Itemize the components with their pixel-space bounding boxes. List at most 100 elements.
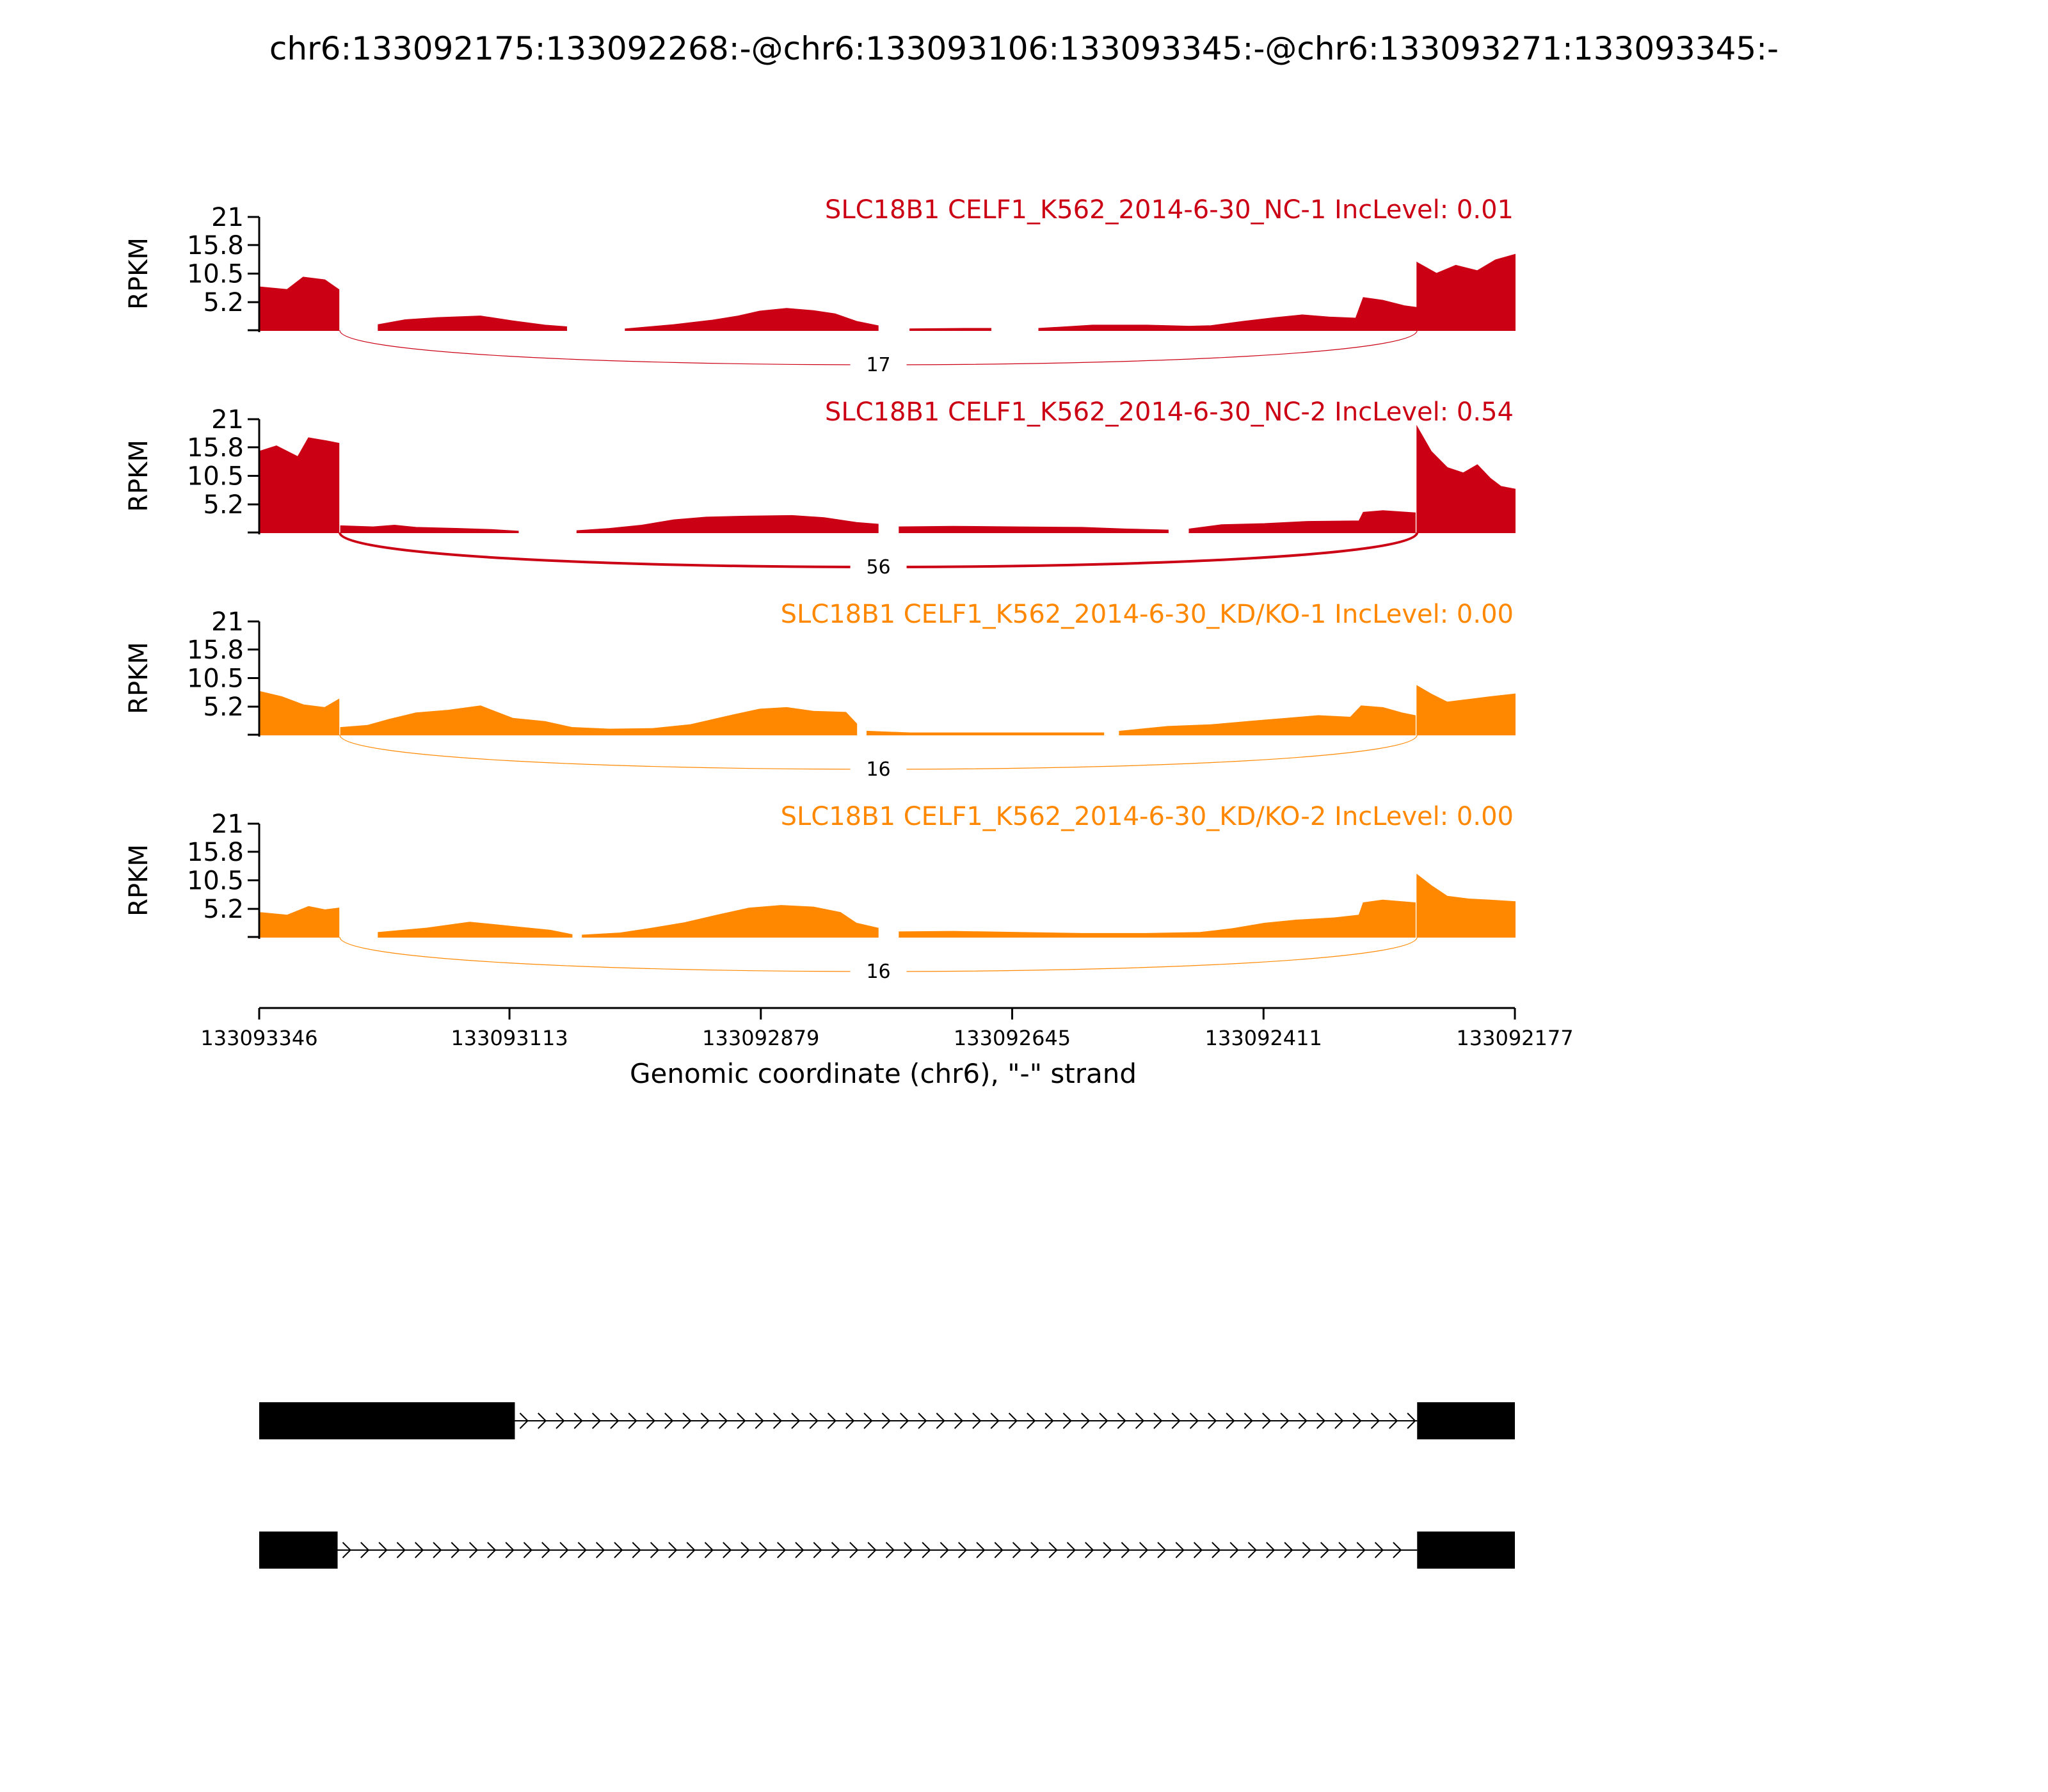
strand-arrow	[468, 1542, 479, 1558]
strand-arrow	[1262, 1412, 1272, 1429]
strand-arrow	[1229, 1542, 1239, 1558]
y-tick-label: 10.5	[187, 462, 244, 492]
y-tick-label: 15.8	[187, 838, 244, 867]
strand-arrow	[976, 1542, 986, 1558]
strand-arrow	[1193, 1542, 1203, 1558]
strand-arrow	[827, 1412, 836, 1429]
strand-arrow	[628, 1412, 637, 1429]
strand-arrow	[904, 1542, 913, 1558]
strand-arrow	[813, 1542, 822, 1558]
strand-arrow	[791, 1412, 801, 1429]
strand-arrow	[772, 1412, 783, 1429]
strand-arrow	[1081, 1412, 1091, 1429]
strand-arrow	[1407, 1412, 1416, 1429]
strand-arrow	[1044, 1412, 1054, 1429]
junction-label-bg	[850, 957, 907, 983]
strand-arrow	[1135, 1412, 1145, 1429]
strand-arrow	[867, 1542, 877, 1558]
strand-arrow	[668, 1542, 678, 1558]
strand-arrow	[900, 1412, 909, 1429]
junction-label-bg	[850, 553, 907, 579]
coverage-area	[899, 525, 1169, 533]
strand-arrow	[723, 1542, 732, 1558]
coverage-area	[625, 308, 879, 331]
coverage-area	[259, 691, 340, 735]
strand-arrow	[1008, 1412, 1018, 1429]
coverage-area	[378, 316, 567, 331]
strand-arrow	[1247, 1542, 1257, 1558]
strand-arrow	[664, 1412, 674, 1429]
strand-arrow	[342, 1542, 351, 1558]
strand-arrow	[1374, 1542, 1384, 1558]
exon-block	[1417, 1402, 1515, 1439]
strand-arrow	[1320, 1542, 1330, 1558]
strand-arrow	[940, 1542, 949, 1558]
strand-arrow	[1316, 1412, 1326, 1429]
strand-arrow	[704, 1542, 714, 1558]
strand-arrow	[614, 1542, 623, 1558]
x-tick-label: 133093346	[200, 1026, 317, 1050]
gene-models	[259, 1402, 1515, 1569]
strand-arrow	[1370, 1412, 1380, 1429]
strand-arrow	[646, 1412, 655, 1429]
strand-arrow	[845, 1412, 855, 1429]
strand-arrow	[954, 1412, 964, 1429]
strand-arrow	[994, 1542, 1004, 1558]
coverage-area	[582, 905, 879, 938]
x-tick-label: 133092879	[702, 1026, 819, 1050]
strand-arrow	[451, 1542, 460, 1558]
strand-arrow	[519, 1412, 529, 1429]
strand-arrow	[831, 1542, 841, 1558]
strand-arrow	[610, 1412, 620, 1429]
strand-arrow	[538, 1412, 547, 1429]
sample-label: SLC18B1 CELF1_K562_2014-6-30_NC-1 IncLev…	[825, 195, 1514, 225]
y-tick-label: 21	[211, 810, 244, 839]
strand-arrow	[505, 1542, 515, 1558]
strand-arrow	[1085, 1542, 1094, 1558]
strand-arrow	[922, 1542, 931, 1558]
strand-arrow	[849, 1542, 859, 1558]
coverage-area	[1416, 253, 1516, 331]
coverage-area	[259, 276, 340, 331]
coverage-area	[378, 922, 573, 938]
strand-arrow	[809, 1412, 819, 1429]
strand-arrow	[378, 1542, 388, 1558]
chart-title: chr6:133092175:133092268:-@chr6:13309310…	[269, 30, 1779, 67]
coverage-area	[1416, 874, 1516, 938]
y-axis-label: RPKM	[124, 642, 154, 714]
coverage-area	[909, 328, 991, 331]
y-tick-label: 21	[211, 405, 244, 435]
x-tick-label: 133092177	[1456, 1026, 1573, 1050]
strand-arrow	[1012, 1542, 1022, 1558]
strand-arrow	[737, 1412, 746, 1429]
x-tick-label: 133092411	[1205, 1026, 1322, 1050]
strand-arrow	[1139, 1542, 1149, 1558]
strand-arrow	[795, 1542, 804, 1558]
strand-arrow	[1153, 1412, 1163, 1429]
y-tick-label: 5.2	[203, 490, 244, 520]
strand-arrow	[936, 1412, 945, 1429]
exon-block	[259, 1402, 515, 1439]
strand-arrow	[719, 1412, 728, 1429]
strand-arrow	[1027, 1412, 1036, 1429]
junction-read-count: 56	[866, 556, 890, 579]
y-axis-label: RPKM	[124, 844, 154, 916]
gene-model	[259, 1532, 1515, 1569]
strand-arrow	[396, 1542, 406, 1558]
strand-arrow	[686, 1542, 696, 1558]
x-tick-label: 133092645	[954, 1026, 1071, 1050]
y-tick-label: 10.5	[187, 867, 244, 896]
strand-arrow	[1334, 1412, 1344, 1429]
strand-arrow	[777, 1542, 787, 1558]
strand-arrow	[1298, 1412, 1308, 1429]
strand-arrow	[415, 1542, 424, 1558]
sample-label: SLC18B1 CELF1_K562_2014-6-30_KD/KO-1 Inc…	[781, 600, 1514, 629]
sample-label: SLC18B1 CELF1_K562_2014-6-30_NC-2 IncLev…	[825, 397, 1514, 427]
junction-label-bg	[850, 755, 907, 781]
strand-arrow	[433, 1542, 442, 1558]
y-tick-label: 5.2	[203, 692, 244, 722]
